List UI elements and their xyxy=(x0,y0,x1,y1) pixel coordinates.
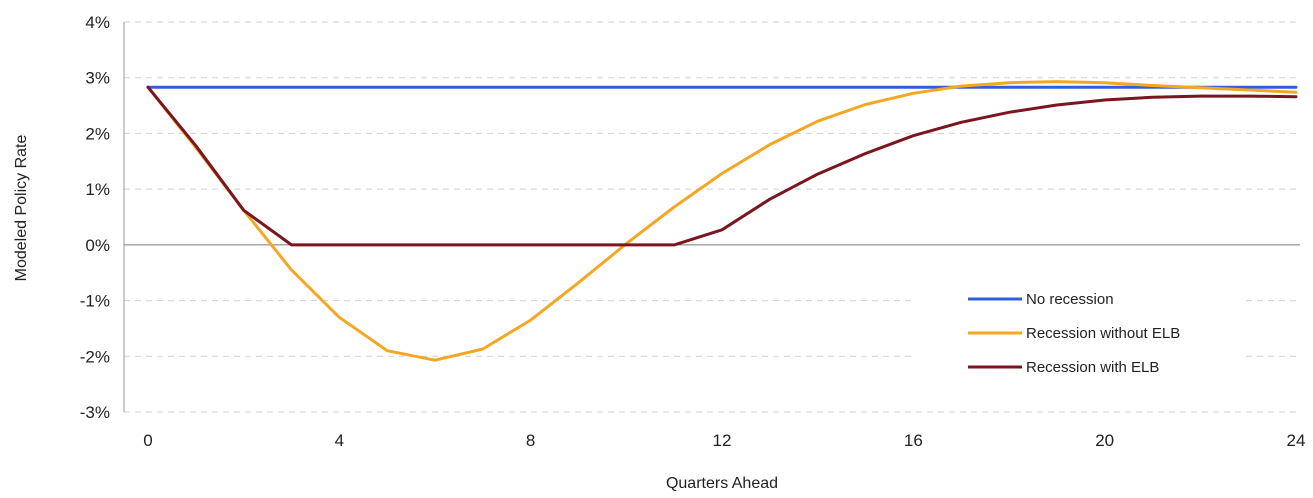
x-tick-label: 8 xyxy=(526,431,535,450)
x-tick-label: 0 xyxy=(143,431,152,450)
y-tick-label: 3% xyxy=(85,69,110,88)
y-tick-label: 4% xyxy=(85,13,110,32)
x-tick-label: 24 xyxy=(1287,431,1306,450)
legend-label-1: Recession without ELB xyxy=(1026,325,1180,342)
y-axis-title: Modeled Policy Rate xyxy=(13,135,30,282)
y-tick-label: 2% xyxy=(85,124,110,143)
data-series xyxy=(146,80,1298,362)
x-axis-title: Quarters Ahead xyxy=(666,475,778,492)
y-tick-label: -2% xyxy=(80,347,110,366)
x-tick-label: 4 xyxy=(335,431,344,450)
y-tick-label: -1% xyxy=(80,292,110,311)
y-tick-label: -3% xyxy=(80,403,110,422)
series-line-1 xyxy=(146,80,1298,362)
y-tick-label: 1% xyxy=(85,180,110,199)
legend-label-2: Recession with ELB xyxy=(1026,359,1159,376)
x-tick-label: 12 xyxy=(713,431,732,450)
legend-label-0: No recession xyxy=(1026,291,1114,308)
legend: No recession Recession without ELB Recessi… xyxy=(912,283,1242,383)
y-tick-label: 0% xyxy=(85,236,110,255)
legend-box xyxy=(912,283,1242,383)
tick-labels: -3% -2% -1% 0% 1% 2% 3% 4% 0 4 8 12 16 20 24 xyxy=(80,13,1306,450)
series-line-2 xyxy=(146,85,1298,247)
x-tick-label: 16 xyxy=(904,431,923,450)
x-tick-label: 20 xyxy=(1095,431,1114,450)
